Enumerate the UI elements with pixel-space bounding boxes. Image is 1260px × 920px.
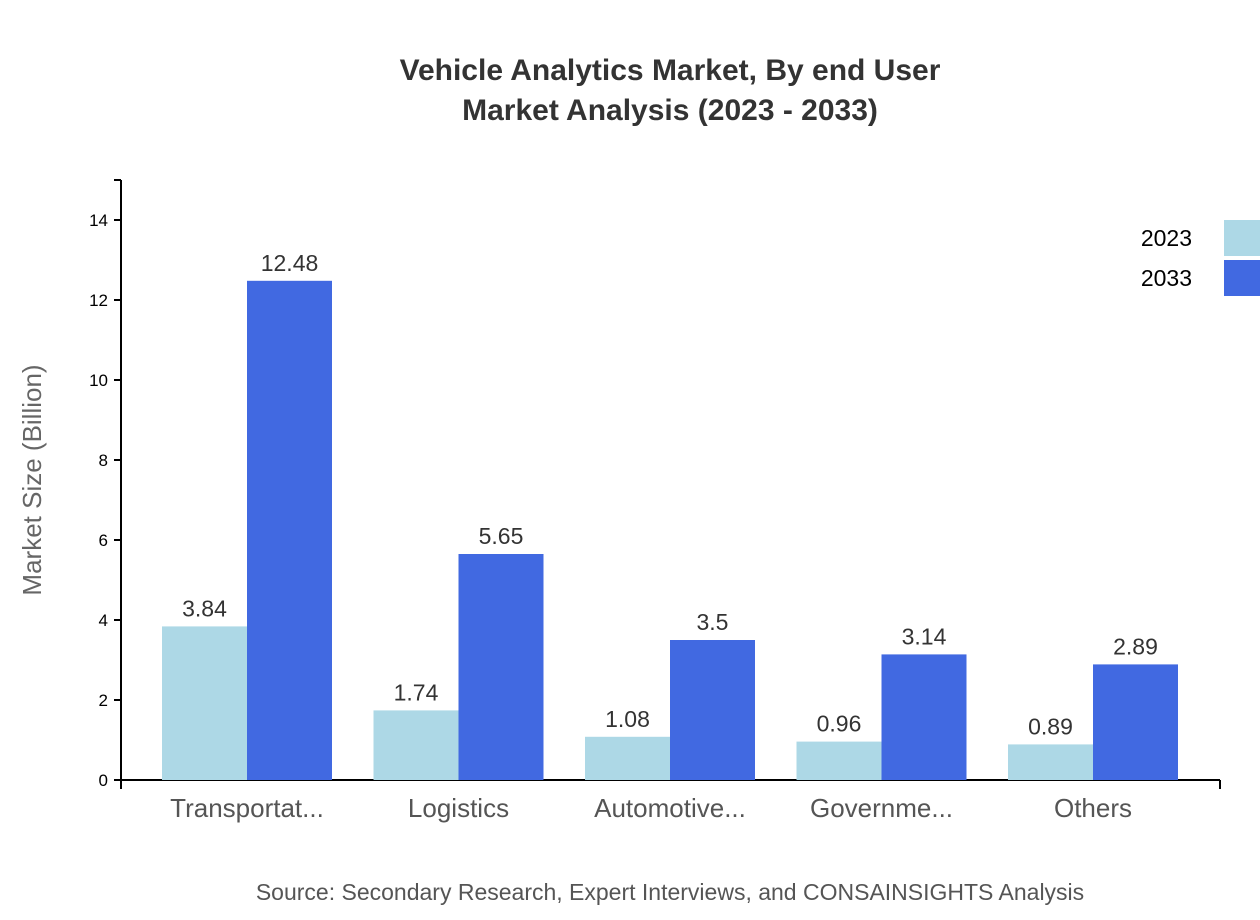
x-tick-label: Others — [1054, 793, 1132, 823]
y-tick-label: 12 — [89, 291, 108, 310]
y-tick-label: 0 — [99, 771, 108, 790]
x-tick-label: Logistics — [408, 793, 509, 823]
y-tick-label: 6 — [99, 531, 108, 550]
bar-2023 — [585, 736, 670, 780]
y-tick-label: 14 — [89, 211, 108, 230]
legend-swatch-2023 — [1224, 220, 1260, 256]
x-tick-label: Automotive... — [594, 793, 746, 823]
bar-2033 — [1093, 664, 1178, 780]
bar-2033 — [881, 654, 967, 780]
data-label: 5.65 — [479, 523, 524, 549]
bar-2033 — [247, 280, 332, 780]
legend: 2023 2033 — [1141, 220, 1260, 296]
bar-2033 — [458, 554, 544, 780]
bars: 3.84 12.48 1.74 5.65 1.08 3.5 0.96 3.14 0.89 2.89 — [162, 250, 1178, 780]
data-label: 12.48 — [261, 250, 319, 276]
bar-2023 — [796, 741, 882, 780]
chart-title-line2: Market Analysis (2023 - 2033) — [462, 94, 878, 127]
y-tick-label: 4 — [99, 611, 108, 630]
data-label: 0.96 — [817, 711, 862, 737]
legend-label: 2023 — [1141, 225, 1192, 251]
data-label: 3.14 — [902, 623, 947, 649]
data-label: 3.84 — [182, 595, 227, 621]
bar-2023 — [162, 626, 247, 780]
legend-label: 2033 — [1141, 265, 1192, 291]
data-label: 1.08 — [605, 706, 650, 732]
data-label: 0.89 — [1028, 713, 1073, 739]
bar-2023 — [373, 710, 459, 780]
source-note: Source: Secondary Research, Expert Inter… — [256, 879, 1084, 905]
x-tick-label: Transportat... — [170, 793, 324, 823]
y-axis-label: Market Size (Billion) — [17, 364, 47, 595]
data-label: 3.5 — [697, 609, 729, 635]
legend-swatch-2033 — [1224, 260, 1260, 296]
y-axis: 0 2 4 6 8 10 12 14 — [89, 179, 122, 790]
y-tick-label: 10 — [89, 371, 108, 390]
data-label: 1.74 — [394, 679, 439, 705]
x-axis: Transportat... Logistics Automotive... Gove… — [120, 779, 1221, 823]
x-tick-label: Governme... — [810, 793, 953, 823]
bar-2033 — [670, 640, 755, 780]
chart-title-line1: Vehicle Analytics Market, By end User — [400, 54, 941, 87]
data-label: 2.89 — [1113, 633, 1158, 659]
bar-2023 — [1008, 744, 1093, 780]
y-tick-label: 8 — [99, 451, 108, 470]
y-tick-label: 2 — [99, 691, 108, 710]
